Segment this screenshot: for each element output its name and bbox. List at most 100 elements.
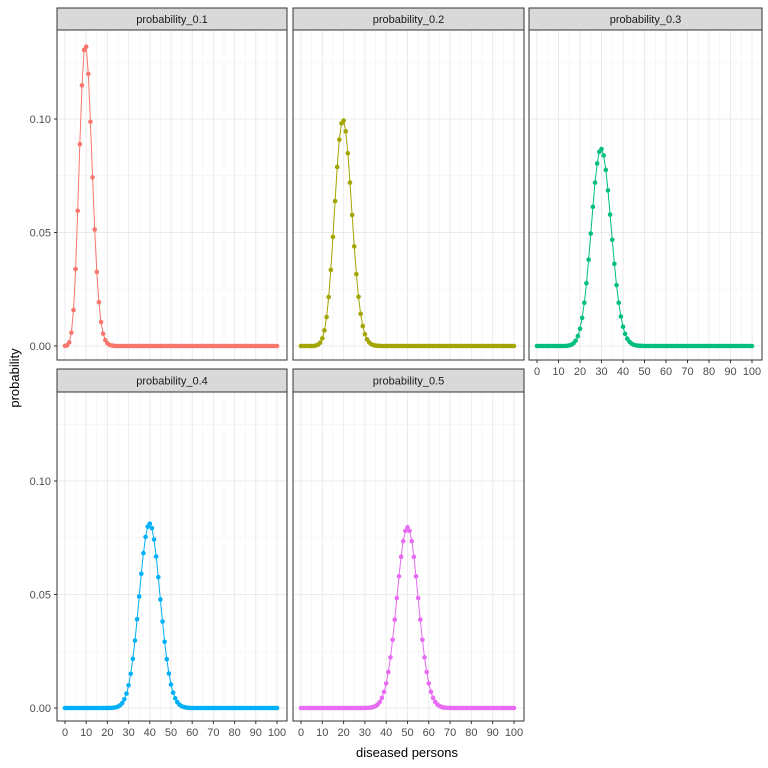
y-tick-label: 0.00: [30, 341, 51, 353]
y-tick-label: 0.10: [30, 476, 51, 488]
x-tick-label: 60: [660, 366, 672, 378]
data-point: [69, 330, 74, 335]
data-point: [128, 671, 134, 677]
data-point: [588, 231, 594, 236]
data-point: [100, 331, 106, 336]
facet-strip: [528, 7, 763, 31]
data-point: [160, 619, 165, 624]
x-tick-label: 10: [316, 727, 328, 739]
data-point: [88, 119, 93, 125]
x-tick-label: 90: [487, 727, 499, 739]
data-point: [81, 47, 87, 53]
facet-panel: probability_0.4 0 10 20 30 40 50 60 70 80 90 100 0.0…: [30, 368, 288, 739]
data-point: [388, 655, 393, 660]
data-point: [358, 311, 363, 317]
data-point: [420, 637, 425, 643]
x-tick-label: 40: [144, 727, 156, 739]
data-point: [386, 669, 391, 675]
data-point: [351, 244, 357, 249]
data-point: [317, 340, 323, 345]
data-point: [274, 343, 280, 349]
data-point: [92, 227, 97, 232]
x-tick-label: 100: [268, 727, 286, 739]
data-point: [390, 637, 395, 643]
facet-strip-label: probability_0.3: [610, 14, 682, 26]
data-point: [362, 331, 368, 337]
data-point: [749, 343, 755, 349]
data-point: [609, 237, 615, 243]
data-point: [324, 314, 329, 320]
x-tick-label: 30: [595, 366, 607, 378]
data-point: [119, 700, 125, 706]
panel-background: [529, 30, 762, 360]
data-point: [75, 208, 81, 214]
x-tick-label: 30: [122, 727, 134, 739]
x-tick-label: 80: [228, 727, 240, 739]
x-tick-label: 100: [505, 727, 523, 739]
data-point: [616, 300, 621, 306]
data-point: [356, 294, 361, 300]
data-point: [326, 294, 331, 300]
data-point: [162, 639, 167, 645]
data-point: [603, 167, 609, 173]
data-point: [407, 528, 412, 534]
data-point: [345, 150, 351, 156]
data-point: [594, 161, 600, 166]
data-point: [126, 682, 131, 688]
data-point: [274, 705, 280, 711]
x-tick-label: 10: [552, 366, 564, 378]
facet-panel: probability_0.5 0 10 20 30 40 50 60 70 80 90 100: [292, 368, 525, 739]
data-point: [599, 146, 604, 152]
x-tick-label: 0: [534, 366, 540, 378]
x-tick-label: 70: [444, 727, 456, 739]
data-point: [592, 180, 598, 185]
facet-panel: probability_0.2: [292, 7, 525, 361]
x-tick-label: 100: [743, 366, 761, 378]
data-point: [396, 574, 402, 579]
data-point: [398, 554, 404, 560]
data-point: [136, 594, 142, 599]
x-tick-label: 60: [423, 727, 435, 739]
x-tick-label: 10: [80, 727, 92, 739]
panel-background: [57, 30, 287, 360]
y-tick-label: 0.00: [30, 703, 51, 715]
data-point: [360, 323, 366, 329]
data-point: [579, 315, 585, 321]
x-tick-label: 70: [681, 366, 693, 378]
data-point: [403, 528, 408, 534]
facet-strip: [56, 368, 288, 393]
x-tick-label: 90: [724, 366, 736, 378]
data-point: [590, 204, 596, 210]
data-point: [168, 682, 174, 687]
data-point: [130, 656, 136, 662]
data-point: [141, 550, 146, 556]
data-point: [620, 324, 626, 330]
data-point: [73, 266, 78, 272]
data-point: [337, 137, 342, 142]
data-point: [132, 638, 138, 643]
data-point: [511, 705, 517, 711]
data-point: [605, 188, 611, 193]
x-tick-label: 80: [465, 727, 477, 739]
x-tick-label: 20: [574, 366, 586, 378]
data-point: [343, 129, 349, 134]
data-point: [584, 280, 589, 286]
data-point: [394, 595, 400, 601]
y-tick-label: 0.05: [30, 590, 51, 602]
data-point: [612, 261, 617, 267]
data-point: [575, 333, 581, 339]
data-point: [422, 655, 427, 660]
panel-background: [293, 392, 524, 721]
data-point: [424, 669, 429, 675]
data-point: [332, 198, 338, 204]
data-point: [413, 574, 419, 579]
data-point: [582, 300, 587, 306]
y-axis-title: probability: [7, 348, 22, 408]
x-tick-label: 50: [165, 727, 177, 739]
x-tick-label: 0: [298, 727, 304, 739]
data-point: [341, 118, 346, 123]
panel-background: [57, 392, 287, 721]
data-point: [428, 689, 434, 695]
data-point: [83, 44, 89, 49]
